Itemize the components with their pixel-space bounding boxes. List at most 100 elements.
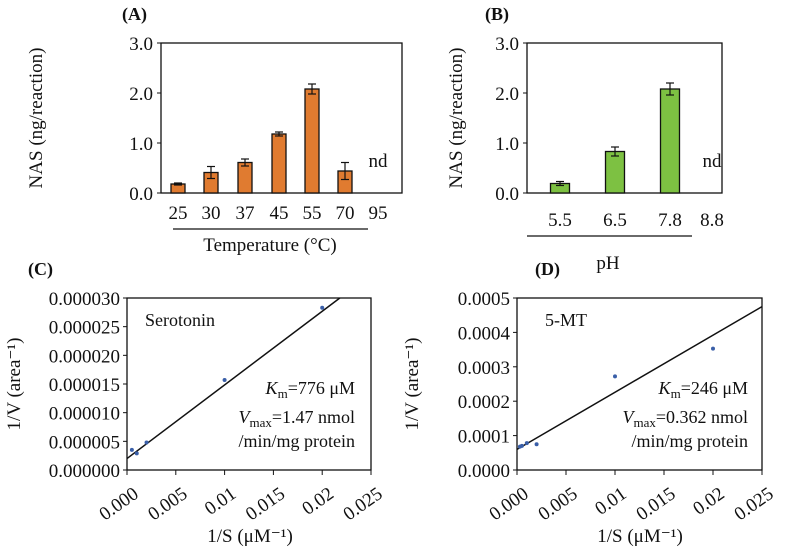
x-tick-label: 55 (303, 203, 322, 224)
bar (604, 150, 626, 194)
nd-label: nd (703, 151, 723, 172)
x-tick-label: 0.005 (535, 483, 582, 525)
y-axis-label: NAS (ng/reaction) (446, 48, 467, 189)
bar (237, 161, 253, 194)
series-label: 5-MT (545, 310, 587, 330)
y-tick-label: 2.0 (129, 84, 153, 105)
x-tick-label: 0.015 (633, 483, 680, 525)
x-axis-label: Temperature (°C) (203, 235, 336, 256)
y-tick-label: 2.0 (495, 84, 519, 105)
x-tick-label: 0.01 (201, 483, 240, 519)
x-tick-label: 0.000 (96, 483, 143, 525)
data-point (129, 447, 134, 452)
y-tick-label: 0.0000 (458, 461, 510, 482)
y-tick-label: 0.0 (495, 184, 519, 205)
vmax-unit: /min/mg protein (632, 431, 749, 451)
x-tick-label: 0.025 (340, 483, 387, 525)
y-tick-label: 1.0 (129, 134, 153, 155)
x-tick-label: 45 (270, 203, 289, 224)
x-tick-label: 7.8 (658, 210, 682, 231)
vmax-annotation: Vmax=0.362 nmol (622, 407, 748, 430)
x-tick-label: 70 (336, 203, 355, 224)
y-tick-label: 0.0 (129, 184, 153, 205)
y-tick-label: 0.0002 (458, 392, 510, 413)
y-tick-label: 0.0005 (458, 289, 510, 310)
x-tick-label: 0.005 (144, 483, 191, 525)
km-subscript: m (671, 386, 681, 401)
nd-label: nd (369, 151, 389, 172)
bar (304, 88, 320, 194)
y-tick-label: 0.0001 (458, 427, 510, 448)
x-tick-label: 8.8 (700, 210, 724, 231)
y-axis-label: 1/V (area⁻¹) (402, 338, 423, 431)
y-tick-label: 0.0003 (458, 358, 510, 379)
data-point (613, 374, 617, 379)
x-tick-label: 25 (169, 203, 188, 224)
x-axis-label: 1/S (μM⁻¹) (207, 526, 293, 547)
data-point (711, 346, 715, 351)
x-tick-label: 0.02 (689, 483, 728, 519)
y-tick-label: 0.000005 (49, 432, 120, 453)
y-tick-label: 0.000020 (49, 346, 120, 367)
vmax-symbol: V (238, 407, 251, 427)
panel-label: (C) (28, 259, 53, 280)
series-label: Serotonin (145, 310, 215, 330)
x-tick-label: 6.5 (603, 210, 627, 231)
km-symbol: K (265, 378, 279, 398)
y-tick-label: 1.0 (495, 134, 519, 155)
panel-label: (D) (535, 259, 560, 280)
vmax-value: =1.47 nmol (272, 407, 355, 427)
y-tick-label: 0.000010 (49, 404, 120, 425)
y-tick-label: 0.0004 (458, 323, 511, 344)
vmax-unit: /min/mg protein (239, 431, 356, 451)
data-point (222, 377, 227, 382)
panel-label: (A) (122, 4, 147, 25)
data-point (320, 305, 325, 310)
x-tick-label: 0.015 (242, 483, 289, 525)
data-point (134, 451, 139, 456)
vmax-symbol: V (622, 407, 635, 427)
km-annotation: Km=246 μM (658, 378, 748, 401)
vmax-subscript: max (633, 415, 656, 430)
km-annotation: Km=776 μM (265, 378, 355, 401)
panel-label: (B) (485, 4, 509, 25)
y-tick-label: 0.000025 (49, 318, 120, 339)
data-point (519, 443, 524, 448)
y-tick-label: 3.0 (495, 34, 519, 55)
km-value: =776 μM (288, 378, 355, 398)
y-axis-label: NAS (ng/reaction) (26, 48, 47, 189)
vmax-subscript: max (249, 415, 272, 430)
x-tick-label: 5.5 (548, 210, 572, 231)
y-tick-label: 0.000030 (49, 289, 120, 310)
x-tick-label: 0.01 (591, 483, 630, 519)
x-tick-label: 95 (369, 203, 388, 224)
fit-line (126, 297, 341, 460)
y-tick-label: 0.000000 (49, 461, 120, 482)
x-tick-label: 0.025 (731, 483, 778, 525)
x-axis-label: pH (596, 253, 620, 274)
panel-a: (A) 0.0 1.0 2.0 3.0 25 30 37 45 55 70 95 nd Temperatu… (26, 4, 403, 256)
km-value: =246 μM (681, 378, 748, 398)
plot-frame (516, 297, 763, 471)
x-tick-label: 37 (236, 203, 255, 224)
y-axis-label: 1/V (area⁻¹) (4, 338, 25, 431)
x-axis-label: 1/S (μM⁻¹) (597, 526, 683, 547)
bar (659, 88, 681, 194)
x-tick-label: 0.000 (486, 483, 533, 525)
x-tick-label: 0.02 (299, 483, 338, 519)
vmax-value: =0.362 nmol (656, 407, 748, 427)
data-point (144, 440, 149, 445)
bar (271, 133, 287, 194)
y-tick-label: 0.000015 (49, 375, 120, 396)
panel-d: (D) 0.0000 0.0001 0.0002 0.0003 0.0004 0.0005 0… (402, 259, 778, 547)
km-subscript: m (278, 386, 288, 401)
panel-c: (C) 0.000000 0.000005 0.000010 0.000015 0.000… (4, 259, 387, 547)
x-tick-label: 30 (202, 203, 221, 224)
km-symbol: K (658, 378, 672, 398)
data-point (524, 441, 529, 446)
data-point (534, 442, 539, 447)
panel-b: (B) 0.0 1.0 2.0 3.0 5.5 6.5 7.8 8.8 nd pH NAS (ng/r… (446, 4, 724, 274)
y-tick-label: 3.0 (129, 34, 153, 55)
vmax-annotation: Vmax=1.47 nmol (238, 407, 355, 430)
